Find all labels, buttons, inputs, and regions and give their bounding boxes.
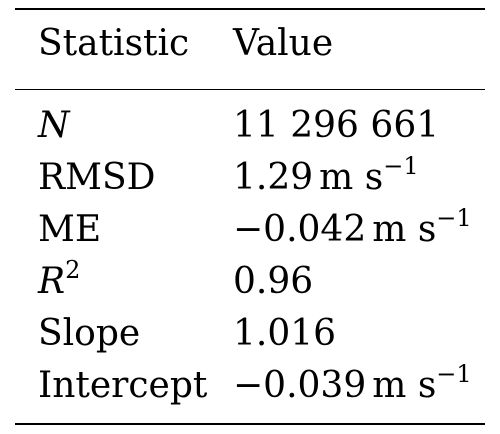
row-intercept-unit-exp: −1 [436, 360, 472, 388]
row-intercept-value: −0.039 [233, 365, 367, 406]
row-me-unit: m s [372, 209, 437, 250]
header-statistic: Statistic [38, 23, 190, 64]
row-r2-statistic-cell: R2 [38, 258, 80, 302]
row-r2-statistic-exp: 2 [65, 256, 81, 284]
bottom-rule [15, 423, 485, 425]
row-n-value: 11 296 661 [233, 105, 440, 146]
row-intercept-value-cell: −0.039 m s−1 [233, 362, 472, 406]
row-me-statistic: ME [38, 209, 102, 250]
row-rmsd-unit-exp: −1 [383, 152, 419, 180]
row-intercept-statistic: Intercept [38, 365, 208, 406]
row-rmsd-value-cell: 1.29 m s−1 [233, 154, 419, 198]
header-value: Value [233, 23, 334, 64]
row-rmsd-unit: m s [319, 157, 384, 198]
row-rmsd-value: 1.29 [233, 157, 314, 198]
row-me-value: −0.042 [233, 209, 367, 250]
row-rmsd-statistic: RMSD [38, 157, 156, 198]
row-me-value-cell: −0.042 m s−1 [233, 206, 472, 250]
row-r2-statistic: R [38, 261, 66, 302]
row-slope-value: 1.016 [233, 313, 337, 354]
top-rule [15, 8, 485, 10]
row-n-statistic: N [38, 105, 70, 146]
row-intercept-unit: m s [372, 365, 437, 406]
row-slope-statistic: Slope [38, 313, 141, 354]
row-r2-value: 0.96 [233, 261, 314, 302]
row-me-unit-exp: −1 [436, 204, 472, 232]
header-rule [15, 89, 485, 90]
